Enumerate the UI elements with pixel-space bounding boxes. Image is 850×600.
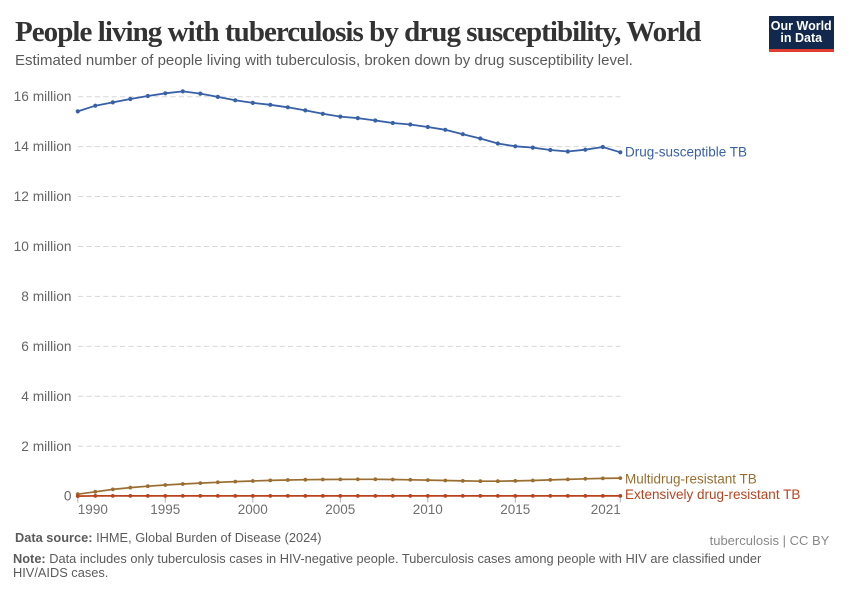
svg-text:0: 0 xyxy=(64,489,72,504)
svg-text:16 million: 16 million xyxy=(14,89,72,104)
svg-text:2 million: 2 million xyxy=(21,439,71,454)
svg-text:2021: 2021 xyxy=(591,502,621,517)
svg-text:12 million: 12 million xyxy=(14,189,72,204)
svg-text:2000: 2000 xyxy=(238,502,268,517)
svg-text:1995: 1995 xyxy=(150,502,180,517)
svg-text:14 million: 14 million xyxy=(14,139,72,154)
svg-text:Extensively drug-resistant TB: Extensively drug-resistant TB xyxy=(625,487,800,502)
svg-text:4 million: 4 million xyxy=(21,389,71,404)
svg-text:10 million: 10 million xyxy=(14,239,72,254)
svg-text:Drug-susceptible TB: Drug-susceptible TB xyxy=(625,145,747,160)
svg-text:8 million: 8 million xyxy=(21,289,71,304)
svg-text:1990: 1990 xyxy=(78,502,108,517)
svg-text:2005: 2005 xyxy=(325,502,355,517)
svg-text:Multidrug-resistant TB: Multidrug-resistant TB xyxy=(625,472,757,487)
svg-text:2010: 2010 xyxy=(413,502,443,517)
svg-text:2015: 2015 xyxy=(500,502,530,517)
svg-text:6 million: 6 million xyxy=(21,339,71,354)
